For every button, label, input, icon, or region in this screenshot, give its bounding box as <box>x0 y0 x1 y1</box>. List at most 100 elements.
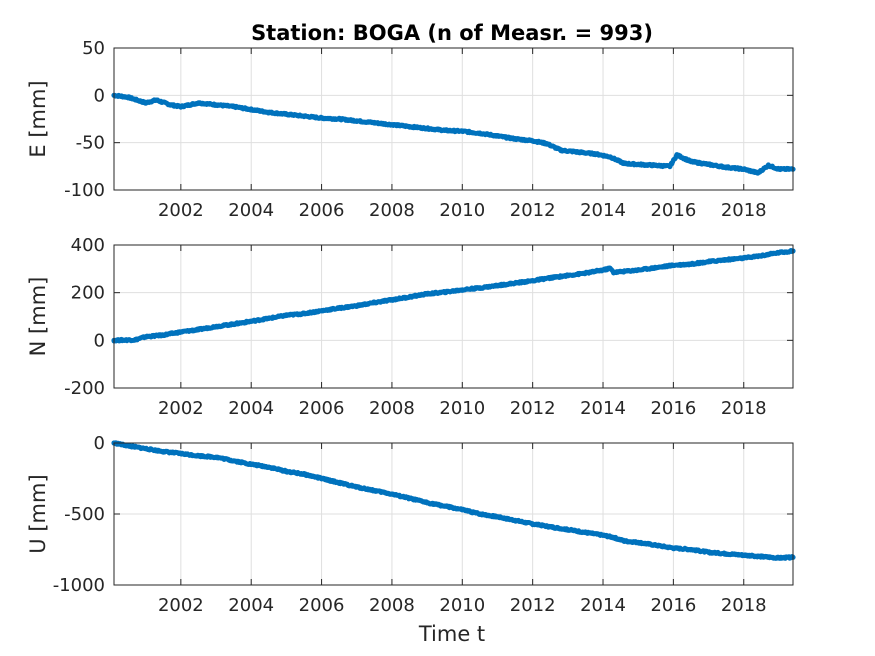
x-tick-label: 2006 <box>299 398 345 419</box>
axes-frame <box>113 244 794 389</box>
data-point <box>755 170 761 176</box>
data-point <box>319 308 325 314</box>
data-point <box>160 448 166 455</box>
data-point <box>319 475 325 482</box>
data-point <box>213 454 219 460</box>
data-point <box>283 111 289 117</box>
data-point <box>635 539 641 546</box>
data-point <box>371 120 377 126</box>
data-point <box>706 549 712 555</box>
data-point <box>442 503 448 509</box>
y-tick-label: -500 <box>64 504 105 525</box>
x-tick-label: 2018 <box>721 398 767 419</box>
data-point <box>688 159 694 165</box>
panel-east: 2002 2004 2006 2008 2010 2012 2014 2016 2018 -100… <box>26 38 796 221</box>
x-tick-label: 2008 <box>369 595 415 616</box>
data-point <box>389 491 395 497</box>
data-point <box>160 332 166 338</box>
x-tick-label: 2018 <box>721 200 767 221</box>
data-point <box>442 127 448 133</box>
data-point <box>674 152 680 158</box>
data-point <box>266 315 272 321</box>
x-tick-label: 2008 <box>369 200 415 221</box>
data-point <box>723 551 729 557</box>
x-tick-label: 2004 <box>228 398 274 419</box>
data-point <box>301 311 307 317</box>
data-point <box>442 289 448 295</box>
data-point <box>706 259 712 265</box>
data-point <box>530 521 536 527</box>
x-tick-label: 2016 <box>650 398 696 419</box>
data-point <box>776 166 782 172</box>
y-tick-label: -1000 <box>53 575 105 596</box>
x-tick-label: 2004 <box>228 200 274 221</box>
data-point <box>547 524 553 530</box>
y-tick-label: -200 <box>64 378 105 399</box>
data-point <box>143 100 149 106</box>
data-point <box>354 303 360 309</box>
data-point <box>283 312 289 318</box>
x-tick-label: 2002 <box>158 398 204 419</box>
data-point <box>494 282 501 289</box>
y-tick-label: 0 <box>94 330 105 351</box>
data-point <box>600 267 606 273</box>
data-point <box>512 517 518 524</box>
data-series <box>111 92 796 176</box>
y-tick-label: 0 <box>94 433 105 454</box>
data-point <box>670 262 677 268</box>
y-tick-label: 0 <box>94 85 105 106</box>
data-point <box>354 118 360 124</box>
data-point <box>231 321 237 327</box>
data-point <box>389 122 395 128</box>
data-point <box>459 507 465 513</box>
data-point <box>389 297 395 303</box>
data-point <box>741 166 747 172</box>
data-point <box>248 318 254 324</box>
data-point <box>406 294 413 300</box>
x-tick-label: 2008 <box>369 398 415 419</box>
data-point <box>132 337 138 343</box>
data-point <box>178 451 184 457</box>
y-axis-label: U [mm] <box>26 474 50 553</box>
y-tick-label: 200 <box>71 283 105 304</box>
data-point <box>195 100 201 106</box>
data-point <box>706 161 712 167</box>
data-point <box>575 149 582 155</box>
data-point <box>765 162 772 168</box>
data-point <box>723 257 729 263</box>
y-tick-label: -100 <box>64 180 105 201</box>
y-tick-label: -50 <box>76 133 105 154</box>
data-point <box>512 280 518 286</box>
data-point <box>611 534 617 541</box>
x-tick-label: 2006 <box>299 200 345 221</box>
x-tick-label: 2016 <box>650 200 696 221</box>
data-point <box>565 272 571 279</box>
data-point <box>406 495 413 501</box>
x-tick-label: 2006 <box>299 595 345 616</box>
data-point <box>125 94 131 100</box>
y-axis-label: E [mm] <box>26 80 50 157</box>
data-point <box>424 291 430 297</box>
data-point <box>424 125 430 132</box>
data-point <box>424 500 430 506</box>
data-point <box>125 443 131 449</box>
x-axis-label: Time t <box>418 622 485 646</box>
chart-title: Station: BOGA (n of Measr. = 993) <box>251 21 653 45</box>
data-point <box>301 471 307 477</box>
data-point <box>459 128 465 134</box>
data-point <box>336 116 342 122</box>
data-point <box>283 468 289 474</box>
data-point <box>143 334 149 340</box>
x-tick-label: 2002 <box>158 595 204 616</box>
data-point <box>582 529 589 536</box>
x-tick-label: 2018 <box>721 595 767 616</box>
data-point <box>558 147 564 153</box>
data-point <box>494 514 501 520</box>
x-tick-label: 2012 <box>510 200 556 221</box>
data-point <box>670 545 677 551</box>
data-point <box>178 104 184 110</box>
data-point <box>459 287 465 293</box>
data-point <box>354 484 360 490</box>
data-point <box>477 130 483 136</box>
